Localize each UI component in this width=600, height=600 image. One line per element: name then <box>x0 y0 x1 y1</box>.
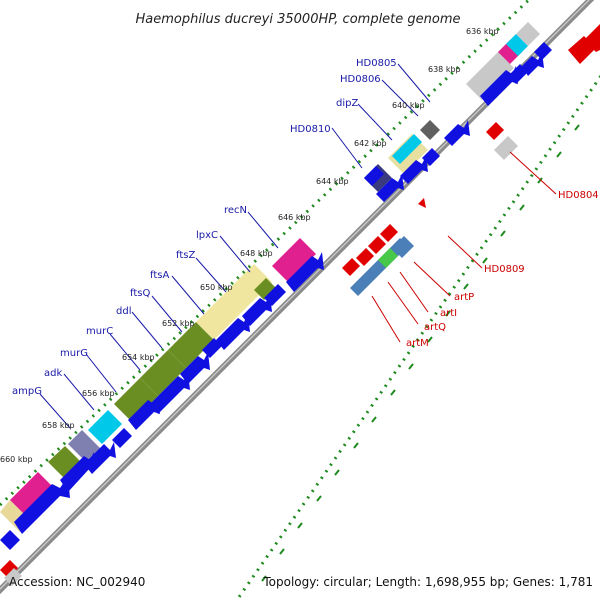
tick-label-650: 650 kbp <box>200 283 233 292</box>
tick-label-640: 640 kbp <box>392 101 425 110</box>
tick-label-642: 642 kbp <box>354 139 387 148</box>
feature-block <box>392 134 422 164</box>
cds-arrow <box>242 294 272 326</box>
cds-arrow <box>522 52 544 76</box>
feature-block <box>272 238 316 282</box>
feature-block <box>140 350 186 396</box>
cds-arrow <box>444 120 470 146</box>
cds-arrow <box>364 166 384 186</box>
feature-block <box>10 472 58 520</box>
cds-arrow <box>368 236 386 254</box>
cds-arrow <box>380 224 398 242</box>
cds-arrow <box>216 314 250 350</box>
cds-arrow <box>286 252 324 292</box>
gene-label-recN[interactable]: recN <box>224 205 247 216</box>
feature-block <box>88 410 122 444</box>
cds-arrow <box>422 148 440 166</box>
tick-label-652: 652 kbp <box>162 319 195 328</box>
feature-block <box>378 248 398 268</box>
cds-arrow <box>418 198 426 208</box>
outer-feature-band <box>0 22 540 532</box>
cds-arrow <box>84 442 116 474</box>
gene-label-ampG[interactable]: ampG <box>12 386 42 397</box>
tick-label-636: 636 kbp <box>466 27 499 36</box>
tick-label-654: 654 kbp <box>122 353 155 362</box>
accession-label: Accession: NC_002940 <box>9 575 145 589</box>
tick-label-656: 656 kbp <box>82 389 115 398</box>
cds-arrow <box>508 64 528 84</box>
reverse-strand-features <box>0 24 600 586</box>
tick-label-648: 648 kbp <box>240 249 273 258</box>
cds-arrow <box>0 560 18 578</box>
feature-block <box>196 296 240 340</box>
cds-arrow <box>0 530 20 550</box>
cds-arrow <box>376 174 404 202</box>
gene-label-murC[interactable]: murC <box>86 326 113 337</box>
outer-gene-labels: HD0805 HD0806 dipZ HD0810 recN lpxC ftsZ… <box>12 58 397 397</box>
feature-block <box>466 52 514 100</box>
feature-block <box>4 568 22 586</box>
feature-block <box>254 278 276 300</box>
feature-block <box>494 136 518 160</box>
cds-arrow <box>356 248 374 266</box>
gene-label-HD0804[interactable]: HD0804 <box>558 190 599 201</box>
gene-label-HD0810[interactable]: HD0810 <box>290 124 331 135</box>
gene-label-adk[interactable]: adk <box>44 368 62 379</box>
gene-label-artP[interactable]: artP <box>454 292 474 303</box>
cds-arrow <box>264 284 286 306</box>
gene-label-dipZ[interactable]: dipZ <box>336 98 358 109</box>
gene-label-HD0805[interactable]: HD0805 <box>356 58 397 69</box>
tick-label-658: 658 kbp <box>42 421 75 430</box>
cds-arrow <box>180 352 210 384</box>
feature-block <box>392 236 414 258</box>
topology-summary: Topology: circular; Length: 1,698,955 bp… <box>262 575 593 589</box>
feature-block <box>506 34 528 56</box>
feature-block <box>516 22 540 46</box>
gene-label-artI[interactable]: artI <box>440 308 457 319</box>
forward-strand-features <box>0 42 552 550</box>
feature-block <box>222 264 272 314</box>
gene-label-ftsA[interactable]: ftsA <box>150 270 169 281</box>
cds-arrow <box>14 476 70 534</box>
cds-arrow <box>112 428 132 448</box>
map-title: Haemophilus ducreyi 35000HP, complete ge… <box>135 12 460 27</box>
tick-labels: 636 kbp 638 kbp 640 kbp 642 kbp 644 kbp … <box>0 27 499 464</box>
feature-block <box>168 322 214 368</box>
tick-label-644: 644 kbp <box>316 177 349 186</box>
inner-label-leaders <box>371 151 557 343</box>
gene-label-ftsZ[interactable]: ftsZ <box>176 250 195 261</box>
gene-label-artQ[interactable]: artQ <box>424 322 446 333</box>
feature-block <box>420 120 440 140</box>
tick-label-660: 660 kbp <box>0 455 33 464</box>
tick-label-646: 646 kbp <box>278 213 311 222</box>
feature-block <box>114 378 158 422</box>
cds-arrow <box>486 122 504 140</box>
gene-label-ddl[interactable]: ddl <box>116 306 131 317</box>
gene-label-lpxC[interactable]: lpxC <box>196 230 218 241</box>
cds-arrow <box>534 42 552 60</box>
tick-label-638: 638 kbp <box>428 65 461 74</box>
cds-arrow <box>342 258 360 276</box>
gene-label-artM[interactable]: artM <box>406 338 429 349</box>
cds-arrow <box>202 338 222 358</box>
gene-label-ftsQ[interactable]: ftsQ <box>130 288 150 299</box>
cds-arrow <box>584 24 600 52</box>
gene-label-HD0806[interactable]: HD0806 <box>340 74 381 85</box>
outer-label-leaders <box>39 63 431 429</box>
inner-gene-labels: HD0804 HD0809 artP artI artQ artM <box>406 190 599 349</box>
cds-arrow <box>400 156 428 184</box>
inner-ring-major-ticks <box>261 124 580 582</box>
gene-label-HD0809[interactable]: HD0809 <box>484 264 525 275</box>
cds-arrow <box>150 372 190 414</box>
gene-label-murG[interactable]: murG <box>60 348 88 359</box>
